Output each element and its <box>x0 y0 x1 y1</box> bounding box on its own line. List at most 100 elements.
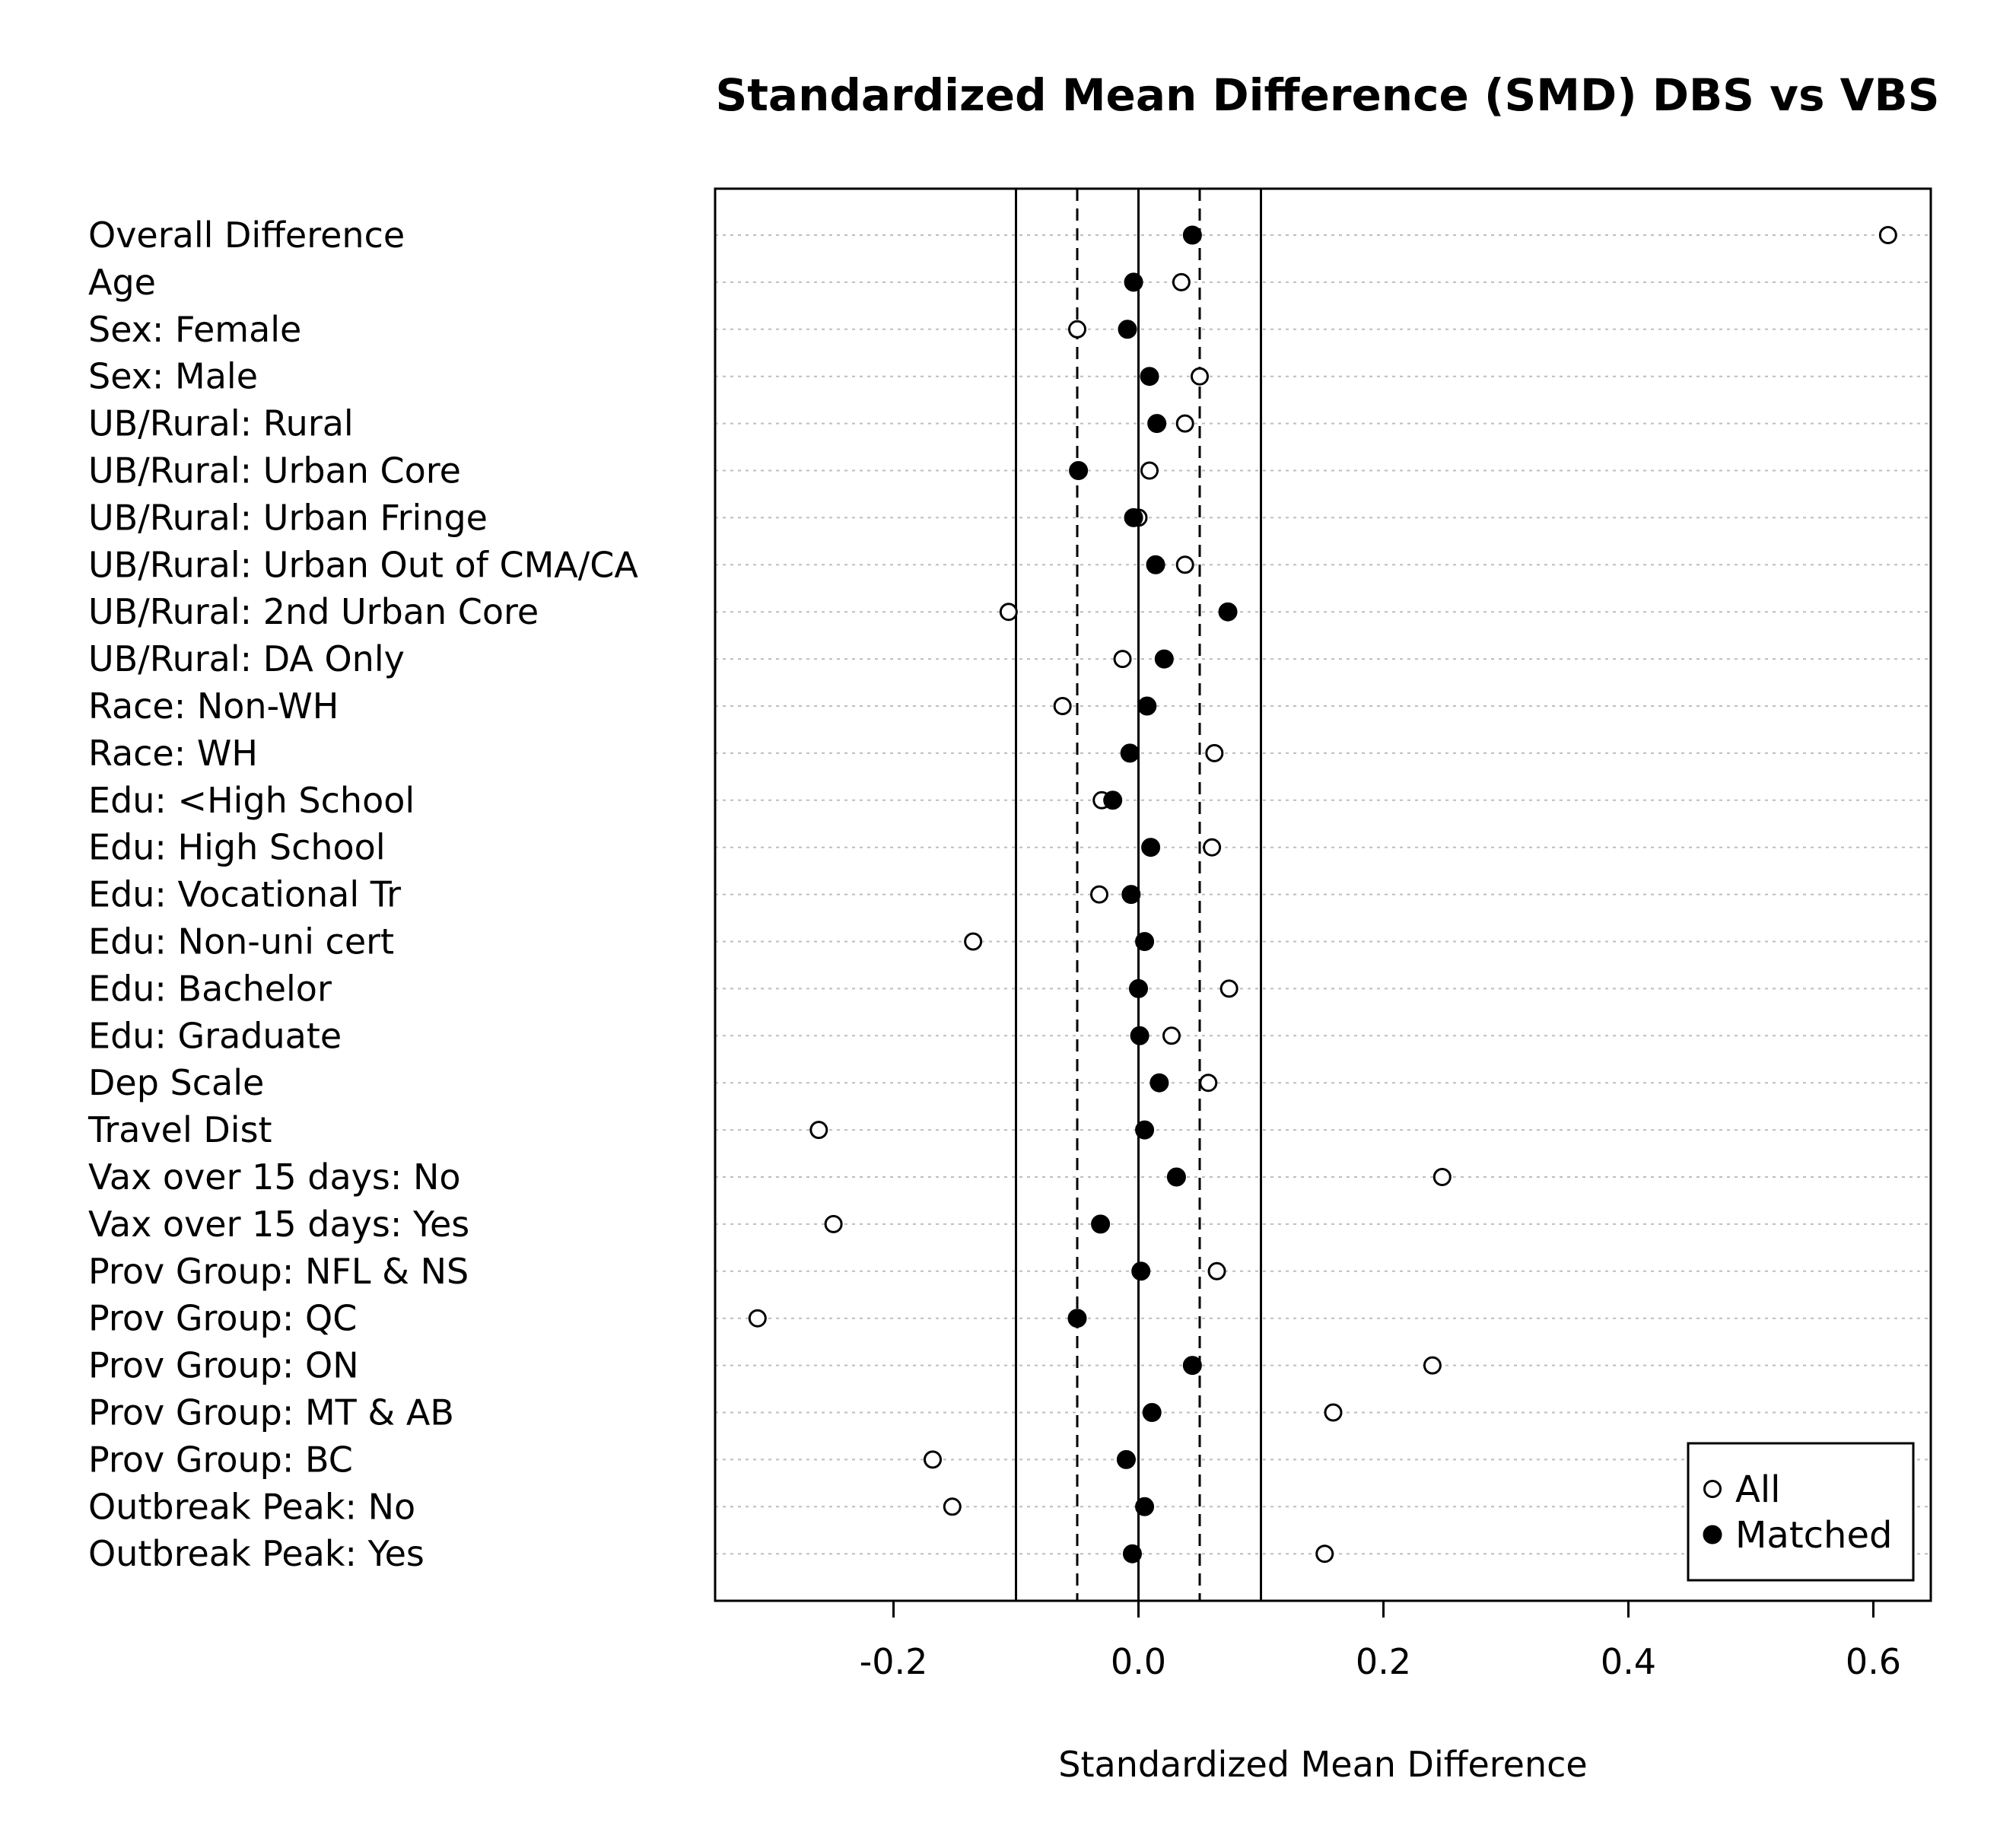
x-tick-label: -0.2 <box>860 1641 928 1682</box>
point-all <box>1162 1026 1181 1045</box>
point-matched <box>1120 743 1140 763</box>
row-label: Prov Group: QC <box>88 1298 357 1339</box>
row-label: Edu: Bachelor <box>88 968 332 1009</box>
point-matched <box>1116 1449 1136 1469</box>
point-matched <box>1130 1026 1150 1045</box>
x-tick-label: 0.6 <box>1846 1641 1901 1682</box>
row-label: Overall Difference <box>88 215 405 256</box>
point-matched <box>1135 932 1155 951</box>
point-all <box>1068 320 1086 339</box>
row-label: Prov Group: BC <box>88 1439 353 1480</box>
point-matched <box>1166 1167 1186 1187</box>
x-axis: -0.2 0.0 0.2 0.4 0.6 <box>860 1599 1901 1682</box>
point-all <box>1113 650 1132 669</box>
row-label: Outbreak Peak: No <box>88 1486 415 1527</box>
chart-title: Standardized Mean Difference (SMD) DBS v… <box>715 69 1939 121</box>
point-all <box>1203 838 1222 857</box>
legend-marker <box>1703 1480 1722 1498</box>
point-matched <box>1142 1403 1162 1422</box>
point-matched <box>1122 1544 1142 1564</box>
point-all <box>809 1121 828 1140</box>
row-label: Vax over 15 days: No <box>88 1156 461 1198</box>
row-label: Dep Scale <box>88 1062 264 1103</box>
point-all <box>999 603 1018 622</box>
row-label: Edu: Graduate <box>88 1015 342 1056</box>
point-matched <box>1146 555 1165 574</box>
point-all <box>1219 979 1239 998</box>
row-label: Travel Dist <box>87 1109 272 1150</box>
point-all <box>1175 414 1194 433</box>
point-matched <box>1135 1497 1155 1516</box>
legend-label: Matched <box>1735 1514 1892 1557</box>
row-label: UB/Rural: Rural <box>88 403 354 444</box>
row-label: UB/Rural: DA Only <box>88 638 405 679</box>
row-label: Prov Group: NFL & NS <box>88 1251 469 1292</box>
point-all <box>1315 1544 1334 1564</box>
point-all <box>1324 1403 1343 1422</box>
point-all <box>1207 1261 1226 1280</box>
point-all <box>1423 1356 1442 1375</box>
point-matched <box>1103 791 1123 810</box>
point-all <box>748 1309 767 1328</box>
point-matched <box>1131 1261 1151 1281</box>
row-label: UB/Rural: Urban Fringe <box>88 497 488 538</box>
point-matched <box>1121 885 1141 905</box>
point-matched <box>1182 1356 1202 1376</box>
point-all <box>1433 1168 1452 1186</box>
row-label: Sex: Female <box>88 309 301 350</box>
point-matched <box>1182 225 1202 245</box>
point-all <box>1053 697 1072 715</box>
row-label: UB/Rural: Urban Out of CMA/CA <box>88 544 638 585</box>
row-label: Vax over 15 days: Yes <box>88 1204 469 1245</box>
point-all <box>1172 272 1191 291</box>
point-all <box>964 932 983 951</box>
row-label: Edu: <High School <box>88 780 415 821</box>
row-labels: Overall Difference Age Sex: Female Sex: Mal… <box>87 215 638 1574</box>
legend-label: All <box>1735 1468 1781 1511</box>
plot-frame <box>714 187 1932 1602</box>
row-label: Edu: High School <box>88 827 386 868</box>
x-tick-label: 0.2 <box>1356 1641 1411 1682</box>
point-all <box>943 1497 962 1516</box>
row-label: Outbreak Peak: Yes <box>88 1533 425 1574</box>
row-label: Prov Group: MT & AB <box>88 1392 454 1433</box>
point-matched <box>1091 1214 1111 1234</box>
point-matched <box>1140 367 1159 387</box>
point-all <box>1199 1074 1218 1093</box>
point-all <box>1140 461 1159 480</box>
point-matched <box>1118 320 1137 339</box>
row-label: Sex: Male <box>88 356 258 397</box>
point-all <box>1205 743 1224 762</box>
legend-marker <box>1703 1525 1722 1544</box>
point-all <box>1878 226 1897 244</box>
point-all <box>1191 367 1209 386</box>
data-points <box>748 225 1897 1564</box>
point-all <box>1175 555 1194 574</box>
point-matched <box>1135 1120 1155 1140</box>
x-tick-label: 0.4 <box>1601 1641 1656 1682</box>
row-label: UB/Rural: 2nd Urban Core <box>88 591 539 632</box>
x-axis-title: Standardized Mean Difference <box>1058 1744 1587 1785</box>
point-matched <box>1147 414 1167 434</box>
row-label: Edu: Non-uni cert <box>88 921 394 962</box>
row-label: Race: Non-WH <box>88 686 339 727</box>
point-matched <box>1141 838 1161 857</box>
point-matched <box>1137 696 1157 716</box>
point-matched <box>1124 272 1143 292</box>
point-matched <box>1069 461 1089 480</box>
point-matched <box>1124 507 1143 527</box>
point-matched <box>1154 649 1174 669</box>
point-all <box>924 1450 943 1469</box>
point-matched <box>1067 1309 1087 1328</box>
point-all <box>1089 885 1108 904</box>
row-label: Edu: Vocational Tr <box>88 874 401 915</box>
grid-lines <box>715 234 1931 1555</box>
point-matched <box>1218 602 1238 622</box>
row-label: Race: WH <box>88 733 258 774</box>
row-label: Prov Group: ON <box>88 1345 359 1386</box>
row-label: UB/Rural: Urban Core <box>88 450 461 491</box>
legend-box <box>1687 1442 1915 1582</box>
point-all <box>824 1214 843 1233</box>
